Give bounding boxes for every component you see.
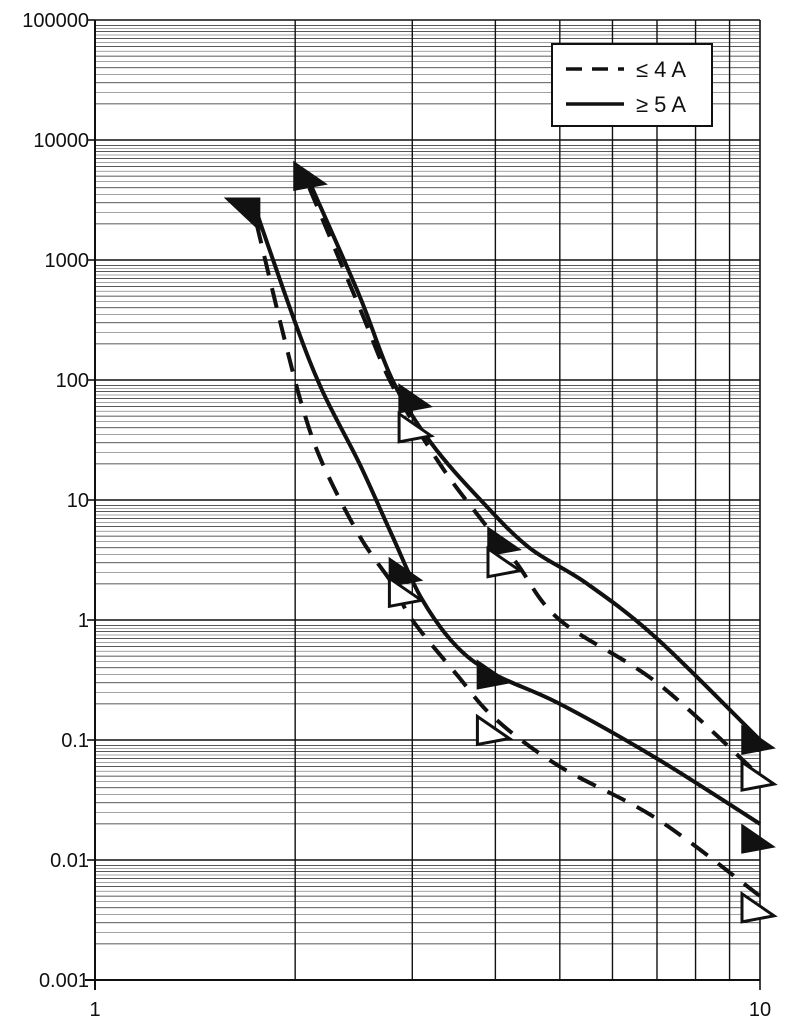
end-marker-solid-4 bbox=[487, 526, 522, 557]
end-marker-solid-1 bbox=[293, 160, 328, 192]
end-marker-solid-0 bbox=[223, 197, 261, 233]
end-marker-solid-10 bbox=[741, 724, 776, 755]
end-marker-open-5 bbox=[486, 545, 524, 579]
y-tick-label: 1000 bbox=[45, 250, 90, 272]
legend: ≤ 4 A ≥ 5 A bbox=[551, 43, 713, 127]
end-marker-open-3 bbox=[397, 410, 435, 444]
y-tick-label: 10 bbox=[67, 490, 89, 512]
grid-minor bbox=[95, 25, 760, 945]
legend-label-dashed: ≤ 4 A bbox=[636, 57, 686, 82]
series-line-dashed-0 bbox=[254, 223, 762, 898]
y-tick-label: 100000 bbox=[22, 10, 89, 32]
end-marker-open-9 bbox=[475, 713, 514, 747]
end-marker-open-7 bbox=[387, 575, 426, 609]
end-markers bbox=[223, 160, 778, 924]
end-marker-open-13 bbox=[740, 890, 778, 924]
end-marker-open-11 bbox=[740, 759, 778, 792]
series-line-solid-3 bbox=[307, 180, 762, 742]
axes bbox=[85, 20, 760, 990]
series-group bbox=[254, 180, 762, 898]
y-tick-label: 0.001 bbox=[39, 970, 89, 992]
end-marker-solid-6 bbox=[388, 556, 424, 588]
y-tick-label: 10000 bbox=[33, 130, 89, 152]
legend-label-solid: ≥ 5 A bbox=[636, 92, 686, 117]
grid-major bbox=[95, 19, 761, 981]
end-marker-solid-8 bbox=[476, 659, 512, 690]
x-tick-label: 1 bbox=[89, 999, 100, 1021]
y-tick-label: 0.1 bbox=[61, 730, 89, 752]
y-tick-label: 1 bbox=[78, 610, 89, 632]
y-tick-label: 0.01 bbox=[50, 850, 89, 872]
series-line-dashed-2 bbox=[307, 187, 762, 778]
x-tick-label: 10 bbox=[749, 999, 771, 1021]
y-tick-label: 100 bbox=[56, 370, 89, 392]
legend-box bbox=[551, 43, 713, 127]
end-marker-solid-12 bbox=[741, 823, 776, 854]
end-marker-solid-2 bbox=[398, 383, 434, 414]
